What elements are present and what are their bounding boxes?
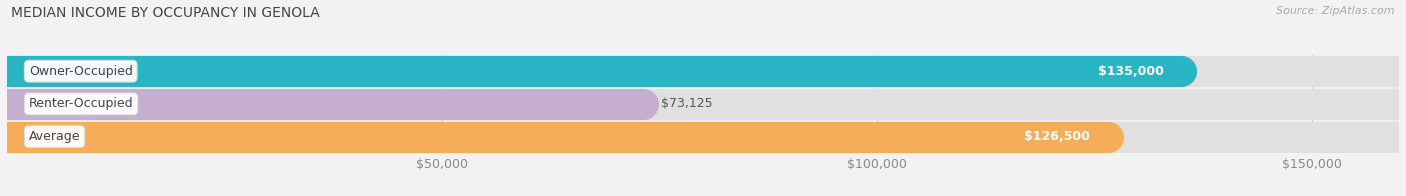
Text: $126,500: $126,500 xyxy=(1024,130,1090,143)
Text: MEDIAN INCOME BY OCCUPANCY IN GENOLA: MEDIAN INCOME BY OCCUPANCY IN GENOLA xyxy=(11,6,321,20)
Text: Renter-Occupied: Renter-Occupied xyxy=(28,97,134,110)
Text: $73,125: $73,125 xyxy=(661,97,713,110)
Text: Average: Average xyxy=(28,130,80,143)
Text: $135,000: $135,000 xyxy=(1098,65,1164,78)
Text: Source: ZipAtlas.com: Source: ZipAtlas.com xyxy=(1277,6,1395,16)
Text: Owner-Occupied: Owner-Occupied xyxy=(28,65,132,78)
